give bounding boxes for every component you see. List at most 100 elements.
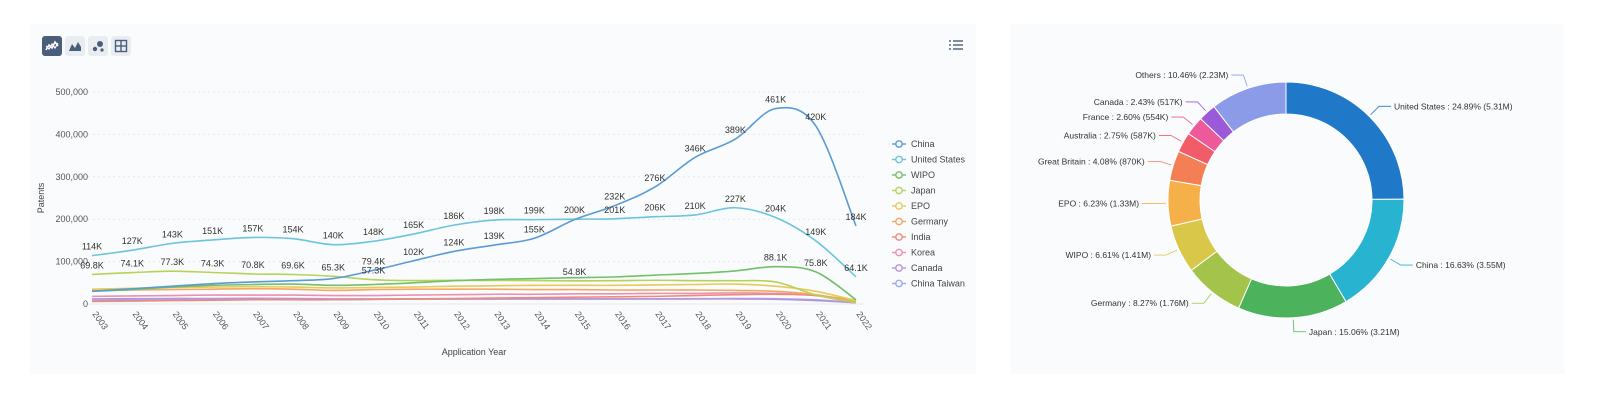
legend-item-japan[interactable]: Japan: [892, 186, 936, 196]
y-tick-label: 500,000: [55, 87, 88, 97]
slice-leader-line: [1293, 320, 1306, 332]
data-label: 64.1K: [844, 263, 868, 273]
donut-slice-united-states[interactable]: [1286, 82, 1404, 199]
data-label: 198K: [484, 206, 505, 216]
data-label: 151K: [202, 226, 223, 236]
x-tick-label: 2016: [613, 309, 633, 331]
data-label: 200K: [564, 205, 585, 215]
legend-label: Japan: [911, 186, 936, 196]
slice-label: United States : 24.89% (5.31M): [1394, 101, 1513, 111]
line-chart: 0100,000200,000300,000400,000500,000Pate…: [30, 24, 976, 374]
legend-item-india[interactable]: India: [892, 232, 931, 242]
donut-slice-china[interactable]: [1330, 199, 1404, 301]
slice-leader-line: [1371, 106, 1391, 115]
legend-marker: [896, 234, 902, 240]
data-label: 232K: [604, 192, 625, 202]
x-tick-label: 2013: [492, 309, 512, 331]
slice-label: Australia : 2.75% (587K): [1064, 130, 1156, 140]
legend-label: Canada: [911, 263, 943, 273]
data-label: 227K: [725, 194, 746, 204]
x-tick-label: 2019: [734, 309, 754, 331]
slice-leader-line: [1148, 161, 1171, 165]
data-label: 165K: [403, 220, 424, 230]
data-label: 102K: [403, 247, 424, 257]
line-chart-panel: 0100,000200,000300,000400,000500,000Pate…: [30, 24, 976, 374]
data-label: 155K: [524, 224, 545, 234]
slice-leader-line: [1192, 294, 1211, 303]
data-label: 186K: [443, 211, 464, 221]
data-label: 143K: [162, 229, 183, 239]
data-label: 461K: [765, 95, 786, 105]
x-tick-label: 2020: [774, 309, 794, 331]
slice-label: China : 16.63% (3.55M): [1416, 260, 1506, 270]
data-label: 127K: [122, 236, 143, 246]
donut-slice-epo[interactable]: [1168, 180, 1202, 226]
data-label: 69.6K: [281, 260, 305, 270]
data-label: 77.3K: [161, 257, 185, 267]
data-label: 199K: [524, 206, 545, 216]
x-tick-label: 2012: [452, 309, 472, 331]
x-tick-label: 2015: [573, 309, 593, 331]
legend-marker: [896, 218, 902, 224]
x-tick-label: 2011: [412, 309, 431, 331]
legend-item-korea[interactable]: Korea: [892, 248, 935, 258]
legend-label: Korea: [911, 248, 935, 258]
legend-item-china-taiwan[interactable]: China Taiwan: [892, 279, 965, 289]
data-label: 148K: [363, 227, 384, 237]
x-tick-label: 2022: [854, 309, 874, 331]
x-tick-label: 2004: [131, 309, 151, 331]
legend-item-china[interactable]: China: [892, 139, 935, 149]
x-tick-label: 2006: [211, 309, 231, 331]
slice-leader-line: [1390, 259, 1412, 265]
x-tick-label: 2007: [251, 309, 271, 331]
legend-marker: [896, 141, 902, 147]
legend-marker: [896, 172, 902, 178]
data-label: 70.8K: [241, 260, 265, 270]
legend-item-canada[interactable]: Canada: [892, 263, 943, 273]
data-label: 140K: [323, 231, 344, 241]
x-tick-label: 2010: [372, 309, 392, 331]
slice-label: EPO : 6.23% (1.33M): [1058, 199, 1139, 209]
x-axis-label: Application Year: [442, 347, 507, 357]
slice-label: Canada : 2.43% (517K): [1094, 97, 1183, 107]
x-tick-label: 2014: [533, 309, 553, 331]
legend-label: China Taiwan: [911, 279, 965, 289]
legend-marker: [896, 187, 902, 193]
legend-marker: [896, 203, 902, 209]
slice-label: WIPO : 6.61% (1.41M): [1066, 250, 1152, 260]
data-label: 74.1K: [120, 259, 144, 269]
legend-label: India: [911, 232, 931, 242]
legend-item-epo[interactable]: EPO: [892, 201, 930, 211]
donut-slice-japan[interactable]: [1239, 274, 1346, 318]
slice-leader-line: [1231, 75, 1247, 86]
data-label: 54.8K: [563, 267, 587, 277]
data-label: 75.8K: [804, 258, 828, 268]
legend-label: EPO: [911, 201, 930, 211]
data-label: 154K: [283, 225, 304, 235]
legend-marker: [896, 280, 902, 286]
data-label: 74.3K: [201, 258, 225, 268]
legend-item-wipo[interactable]: WIPO: [892, 170, 935, 180]
legend-item-germany[interactable]: Germany: [892, 217, 949, 227]
y-tick-label: 200,000: [55, 214, 88, 224]
legend-marker: [896, 156, 902, 162]
x-tick-label: 2003: [90, 309, 110, 331]
legend-marker: [896, 249, 902, 255]
data-label: 184K: [845, 212, 866, 222]
slice-label: Others : 10.46% (2.23M): [1135, 70, 1228, 80]
slice-label: Great Britain : 4.08% (870K): [1038, 156, 1145, 166]
y-tick-label: 0: [83, 299, 88, 309]
data-label: 69.8K: [80, 260, 104, 270]
data-label: 124K: [443, 237, 464, 247]
legend-item-united-states[interactable]: United States: [892, 155, 966, 165]
legend-label: China: [911, 139, 935, 149]
x-tick-label: 2021: [814, 309, 834, 331]
legend-label: Germany: [911, 217, 949, 227]
slice-leader-line: [1171, 117, 1192, 125]
y-tick-label: 400,000: [55, 129, 88, 139]
data-label: 157K: [242, 223, 263, 233]
data-label: 114K: [82, 242, 102, 252]
legend-label: WIPO: [911, 170, 935, 180]
data-label: 201K: [604, 205, 625, 215]
slice-label: France : 2.60% (554K): [1083, 112, 1169, 122]
